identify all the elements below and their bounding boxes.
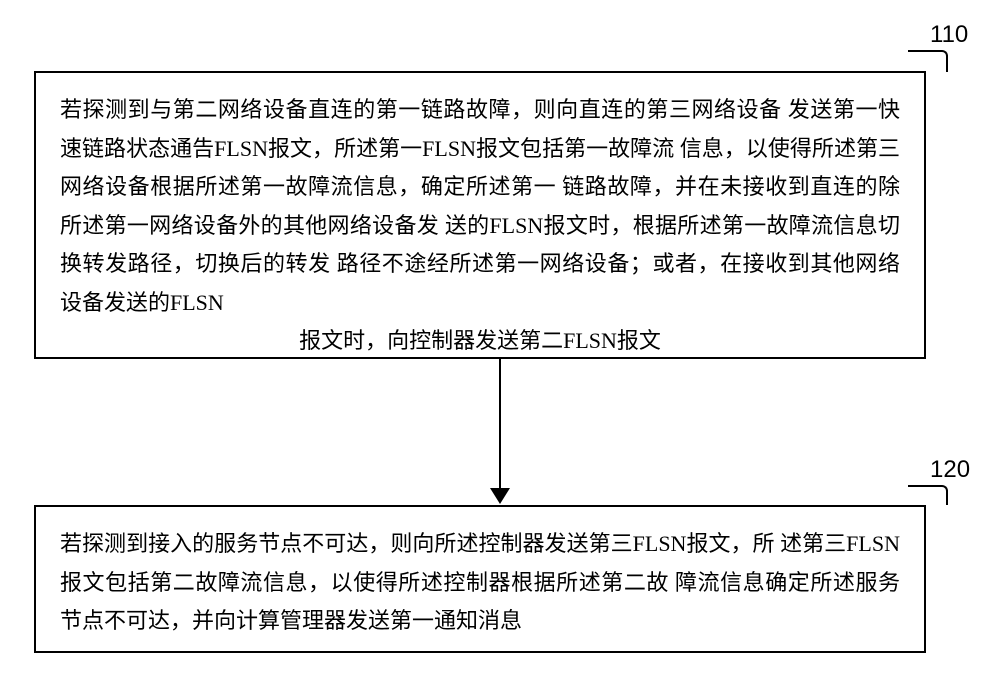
box1-center-line: 报文时，向控制器发送第二FLSN报文 (60, 322, 900, 361)
arrow-line (499, 359, 501, 489)
flowchart-container: 110 若探测到与第二网络设备直连的第一链路故障，则向直连的第三网络设备 发送第… (0, 0, 1000, 699)
step-text-120: 若探测到接入的服务节点不可达，则向所述控制器发送第三FLSN报文，所 述第三FL… (60, 525, 900, 641)
label-connector-110 (908, 50, 948, 72)
flow-arrow (490, 359, 510, 504)
box2-line-0: 若探测到接入的服务节点不可达，则向所述控制器发送第三FLSN报文，所 (60, 531, 775, 556)
arrow-head-icon (490, 488, 510, 504)
step-box-110: 若探测到与第二网络设备直连的第一链路故障，则向直连的第三网络设备 发送第一快速链… (34, 71, 926, 359)
step-text-110: 若探测到与第二网络设备直连的第一链路故障，则向直连的第三网络设备 发送第一快速链… (60, 91, 900, 361)
label-connector-120 (908, 485, 948, 505)
step-label-120: 120 (930, 456, 970, 484)
box1-line-0: 若探测到与第二网络设备直连的第一链路故障，则向直连的第三网络设备 (60, 97, 782, 122)
step-label-110: 110 (930, 21, 968, 49)
step-box-120: 若探测到接入的服务节点不可达，则向所述控制器发送第三FLSN报文，所 述第三FL… (34, 505, 926, 653)
